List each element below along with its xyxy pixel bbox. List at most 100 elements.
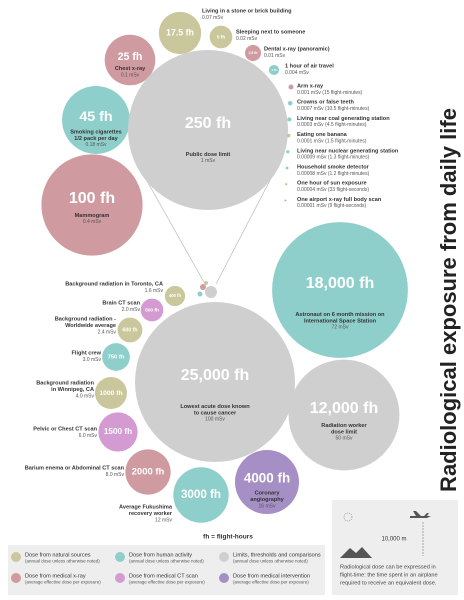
bubble [117,317,143,343]
bubble-label: 2000 fh [132,467,165,478]
legend-name: Dose from human activity [129,552,192,558]
bubble-label: 100 fh [69,190,115,207]
item-dose: 0.0003 mSv (4.5 flight-minutes) [297,122,367,128]
bubble-label: 25 fh [118,51,143,63]
bubble-label: 25,000 fh [181,367,249,384]
item-dose: 0.0007 mSv (10.5 flight-minutes) [297,106,370,112]
bubble [272,222,408,358]
flight-box [332,500,458,595]
item-name: 1/2 pack per day [74,136,118,142]
item-dose: 72 mSv [332,325,349,331]
legend-note: (average effective dose per exposure) [129,580,205,585]
item-name: Living near nuclear generating station [297,148,399,154]
item-dose: 0.4 mSv [83,219,102,225]
legend-swatch [115,552,125,562]
bubble [98,412,138,452]
legend-name: Dose from medical x-ray [25,573,86,579]
small-bubble [285,166,289,170]
bubble-label: 3000 fh [181,488,221,501]
item-dose: 6.0 mSv [79,433,98,439]
bubble [173,467,229,523]
item-name: Chest x-ray [115,66,146,72]
legend-note: (annual dose unless otherwise noted) [233,559,308,564]
small-bubble [285,183,288,186]
bubble [209,25,233,49]
legend-note: (average effective dose per exposure) [233,580,309,585]
bubble [95,377,127,409]
item-name: dose limit [331,429,357,435]
item-name: Living in a stone or brick building [202,8,292,14]
zoom-cluster [197,281,217,298]
bubble-label: 5 fh [217,34,226,40]
item-name: Coronary [255,491,281,497]
title: Radiological exposure from daily life [436,108,461,492]
small-bubble [287,117,292,122]
item-name: Eating one banana [297,132,348,138]
bubble-label: 2.5 fh [249,51,258,55]
item-dose: 0.00004 mSv (33 flight-seconds) [297,187,369,193]
bubble [62,86,130,154]
small-bubble [288,84,294,90]
bubble-label: 1 fh [271,68,277,72]
item-dose: 0.00001 mSv (9 flight-seconds) [297,203,367,209]
item-name: One hour of sun exposure [297,181,367,187]
bubble-label: 500 fh [145,307,159,313]
item-name: Background radiation - [55,316,116,322]
item-name: Background radiation [36,380,94,386]
legend-note: (annual dose unless otherwise noted) [25,559,100,564]
legend-swatch [219,552,229,562]
legend-swatch [11,552,21,562]
bubble [125,449,171,495]
item-name: Living near coal generating station [297,116,390,122]
bubble-label: 4000 fh [244,471,290,486]
item-name: Pelvic or Chest CT scan [33,426,97,432]
item-dose: 0.18 mSv [85,142,107,148]
legend-name: Dose from medical CT scan [129,573,198,579]
item-name: Flight crew [71,350,101,356]
bubble-label: 45 fh [79,109,112,125]
bubble-label: 750 fh [108,355,125,361]
item-dose: 0.1 mSv [121,72,140,78]
item-dose: 2.4 mSv [98,329,117,335]
bubble [41,154,143,256]
item-name: Lowest acute dose known [180,404,250,410]
item-name: to cause cancer [194,410,237,416]
legend-name: Dose from medical intervention [233,573,310,579]
flight-description: Radiological dose can be expressed in [340,564,436,570]
zoom-line [137,164,206,285]
legend-swatch [219,573,229,583]
item-dose: 0.07 mSv [202,15,224,21]
legend-name: Dose from natural sources [25,552,91,558]
bubble-label: 12,000 fh [310,400,378,417]
bubble [140,298,164,322]
bubble [135,302,295,462]
item-dose: 0.00009 mSv (1.3 flight-minutes) [297,155,370,161]
bubble [268,64,280,76]
bubble [104,34,156,86]
item-name: 1 hour of air travel [285,63,334,69]
bubble [158,11,202,55]
altitude: 10,000 m [381,537,406,543]
item-dose: 0.01 mSv [264,53,286,59]
item-dose: 0.00008 mSv (1.2 flight-minutes) [297,171,370,177]
item-name: angiography [250,497,284,503]
flight-description: required to receive an equivalent dose. [340,580,437,586]
bubble-label: 600 fh [123,327,138,333]
item-name: Household smoke detector [297,164,370,170]
legend-swatch [115,573,125,583]
item-name: Astronaut on 6 month mission on [295,312,385,318]
item-dose: 50 mSv [336,436,353,442]
bubble-label: 400 fh [169,293,182,298]
bubble-label: 18,000 fh [306,275,374,292]
item-name: Mammogram [75,213,110,219]
item-dose: 8.0 mSv [106,472,125,478]
bubble-label: 17.5 fh [166,27,194,37]
item-name: One airport x-ray full body scan [297,197,382,203]
legend-swatch [11,573,21,583]
item-name: Crowns or false teeth [297,100,354,106]
item-dose: 0.0001 mSv (1.5 flight-minutes) [297,138,367,144]
item-name: Sleeping next to someone [236,29,305,35]
item-dose: 4.0 mSv [76,393,95,399]
item-name: recovery worker [129,511,173,517]
item-name: Average Fukushima [119,504,173,510]
